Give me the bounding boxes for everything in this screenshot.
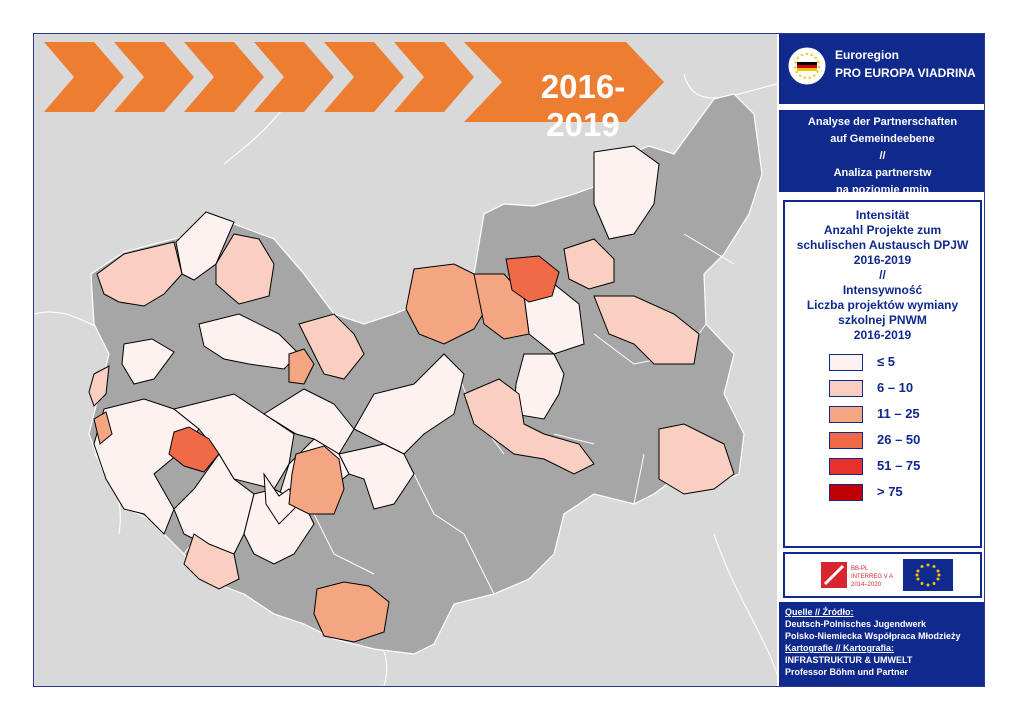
- cartography-line1: INFRASTRUKTUR & UMWELT: [785, 655, 913, 665]
- chevron-4: [254, 42, 334, 112]
- legend-title-line: Liczba projektów wymiany: [806, 298, 959, 312]
- analysis-line3: //: [879, 150, 886, 162]
- year-arrow: [464, 42, 664, 122]
- source-label: Quelle // Źródło:: [785, 607, 854, 617]
- chevron-5: [324, 42, 404, 112]
- legend-swatch: [829, 458, 863, 475]
- class1-municipalities: [93, 145, 660, 565]
- legend-title-line: 2016-2019: [853, 253, 912, 267]
- legend-swatch: [829, 406, 863, 423]
- legend-title-line: //: [879, 268, 886, 282]
- euroregion-logo-icon: [787, 46, 827, 86]
- map-area: 2016-2019: [34, 34, 777, 686]
- legend-title-line: 2016-2019: [853, 328, 912, 342]
- class4-municipalities: [168, 255, 560, 473]
- source-box: Quelle // Źródło: Deutsch-Polnisches Jug…: [779, 602, 984, 686]
- legend-label: 51 – 75: [877, 458, 921, 473]
- region-map: [34, 42, 777, 686]
- chevron-3: [184, 42, 264, 112]
- legend-title-line: Intensität: [855, 208, 910, 222]
- analysis-box: Analyse der Partnerschaften auf Gemeinde…: [779, 110, 984, 196]
- analysis-line2: auf Gemeindeebene: [830, 133, 935, 145]
- legend-label: > 75: [877, 484, 903, 499]
- cartography-label: Kartografie // Kartografia:: [785, 643, 895, 653]
- interreg-line1: BB-PL: [851, 566, 869, 572]
- region-name-line2: PRO EUROPA VIADRINA: [835, 66, 976, 80]
- interreg-line2: INTERREG V A: [851, 574, 893, 580]
- source-line1: Deutsch-Polnisches Jugendwerk: [785, 619, 927, 629]
- chevron-1: [44, 42, 124, 112]
- legend-label: 11 – 25: [877, 406, 920, 421]
- legend: Intensität Anzahl Projekte zum schulisch…: [783, 200, 982, 548]
- chevron-2: [114, 42, 194, 112]
- analysis-line1: Analyse der Partnerschaften: [807, 116, 958, 128]
- legend-swatch: [829, 354, 863, 371]
- analysis-line4: Analiza partnerstw: [833, 167, 932, 179]
- interreg-logo-icon: BB-PL INTERREG V A 2014–2020: [821, 562, 893, 588]
- year-label: 2016-2019: [540, 68, 626, 143]
- cartography-line2: Professor Böhm und Partner: [785, 667, 909, 677]
- side-panel: Euroregion PRO EUROPA VIADRINA Analyse d…: [777, 34, 984, 686]
- map-frame: 2016-2019 Euroregion PRO EUROPA VIADRINA…: [33, 33, 985, 687]
- eu-flag-icon: [903, 559, 953, 591]
- analysis-line5: na poziomie gmin: [836, 184, 929, 196]
- region-name-line1: Euroregion: [835, 48, 900, 62]
- funding-logos: BB-PL INTERREG V A 2014–2020: [783, 552, 982, 598]
- legend-swatch: [829, 380, 863, 397]
- class2-municipalities: [88, 233, 735, 590]
- header-box: Euroregion PRO EUROPA VIADRINA: [779, 34, 984, 104]
- interreg-line3: 2014–2020: [851, 582, 882, 588]
- funding-logos-graphic: BB-PL INTERREG V A 2014–2020: [821, 559, 953, 591]
- legend-label: 6 – 10: [877, 380, 914, 395]
- legend-swatch: [829, 484, 863, 501]
- chevron-arrows: [44, 42, 664, 122]
- legend-title-line: szkolnej PNWM: [838, 313, 927, 327]
- chevron-6: [394, 42, 474, 112]
- source-line2: Polsko-Niemiecka Współpraca Młodzieży: [785, 631, 961, 641]
- legend-title-line: Anzahl Projekte zum: [823, 223, 942, 237]
- legend-label: ≤ 5: [877, 354, 895, 369]
- legend-label: 26 – 50: [877, 432, 921, 447]
- legend-swatch: [829, 432, 863, 449]
- legend-title-line: Intensywność: [842, 283, 923, 297]
- legend-title-line: schulischen Austausch DPJW: [796, 238, 969, 252]
- legend-title: Intensität Anzahl Projekte zum schulisch…: [785, 208, 980, 343]
